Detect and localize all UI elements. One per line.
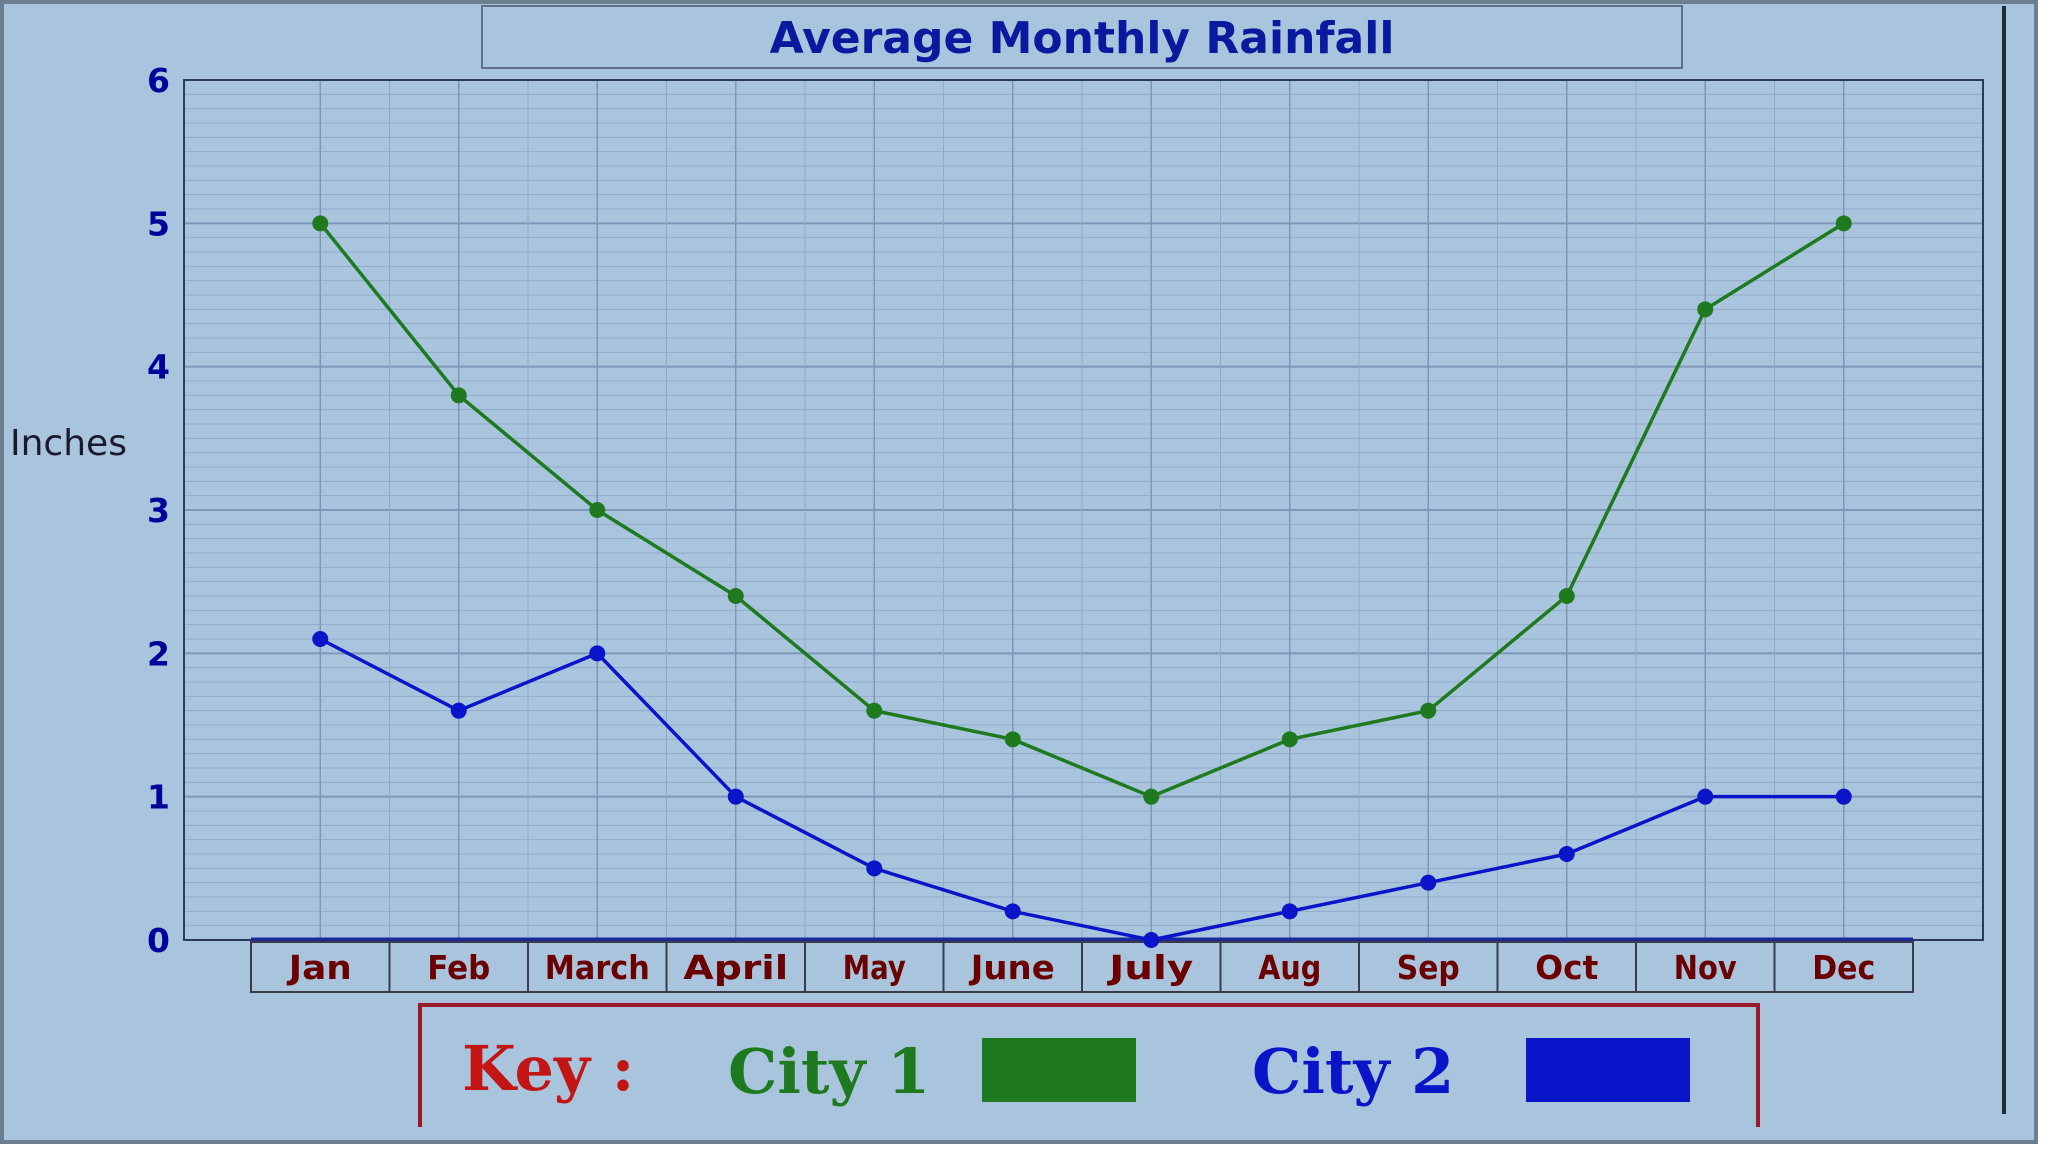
data-point: [1420, 702, 1437, 719]
data-point: [312, 631, 329, 647]
data-point: [1281, 903, 1298, 920]
legend-city-1-label: City 1: [728, 1035, 930, 1108]
data-point: [1835, 215, 1852, 232]
x-tick-label: May: [843, 948, 906, 987]
series-line: [318, 221, 1845, 799]
title-box: [481, 5, 1683, 69]
data-point: [1697, 788, 1714, 805]
legend-city-2-label: City 2: [1252, 1035, 1454, 1108]
data-point: [866, 702, 883, 719]
legend-city-2-swatch: [1526, 1038, 1690, 1102]
x-tick-label: March: [545, 948, 650, 987]
y-tick-label: 5: [147, 204, 170, 243]
x-tick-label: Aug: [1258, 948, 1321, 987]
x-tick-label: Sep: [1397, 948, 1460, 987]
x-tick-label: Oct: [1535, 948, 1598, 987]
data-point: [1281, 731, 1298, 748]
series-layer: [312, 215, 1852, 948]
chart-title: Average Monthly Rainfall: [770, 13, 1395, 64]
data-point: [727, 788, 744, 805]
data-point: [866, 860, 883, 877]
minor-gridlines: [184, 93, 1983, 927]
x-tick-label: April: [683, 948, 788, 987]
data-point: [1004, 731, 1021, 748]
data-point: [1143, 932, 1160, 948]
data-point: [1697, 301, 1714, 318]
y-tick-label: 0: [147, 921, 170, 960]
y-tick-label: 2: [147, 634, 170, 673]
data-point: [1558, 846, 1575, 862]
data-point: [450, 387, 467, 404]
x-tick-label: Nov: [1674, 948, 1737, 987]
legend-border: [418, 1003, 1760, 1127]
data-point: [589, 502, 606, 518]
series-1: [312, 215, 1852, 805]
data-point: [1004, 903, 1021, 920]
x-tick-label: Feb: [427, 948, 490, 987]
series-2: [312, 631, 1852, 948]
y-axis-label: Inches: [10, 423, 127, 464]
y-tick-label: 3: [147, 491, 170, 530]
series-line: [319, 637, 1844, 942]
y-tick-label: 1: [147, 778, 170, 817]
y-tick-label: 6: [147, 61, 170, 100]
data-point: [1143, 788, 1160, 805]
x-category-box: [1773, 941, 1914, 993]
y-axis-ticks: 0 1 2 3 4 5 6: [147, 61, 170, 960]
x-tick-label: Dec: [1812, 948, 1875, 987]
legend-key-title: Key :: [462, 1032, 634, 1105]
legend: Key : City 1 City 2: [418, 1003, 1760, 1127]
x-tick-label: Jan: [287, 948, 352, 987]
data-point: [589, 645, 606, 662]
data-point: [1558, 588, 1575, 604]
x-tick-label: July: [1107, 948, 1193, 987]
data-point: [450, 702, 467, 719]
y-tick-label: 4: [147, 348, 170, 387]
data-point: [727, 588, 744, 604]
data-point: [1835, 788, 1852, 805]
data-point: [312, 215, 329, 232]
legend-city-1-swatch: [982, 1038, 1136, 1102]
x-tick-label: June: [969, 948, 1055, 987]
data-point: [1420, 874, 1437, 891]
x-axis-category-boxes: Jan Feb March April May June July Aug Sep Oct Nov D…: [250, 937, 1914, 993]
